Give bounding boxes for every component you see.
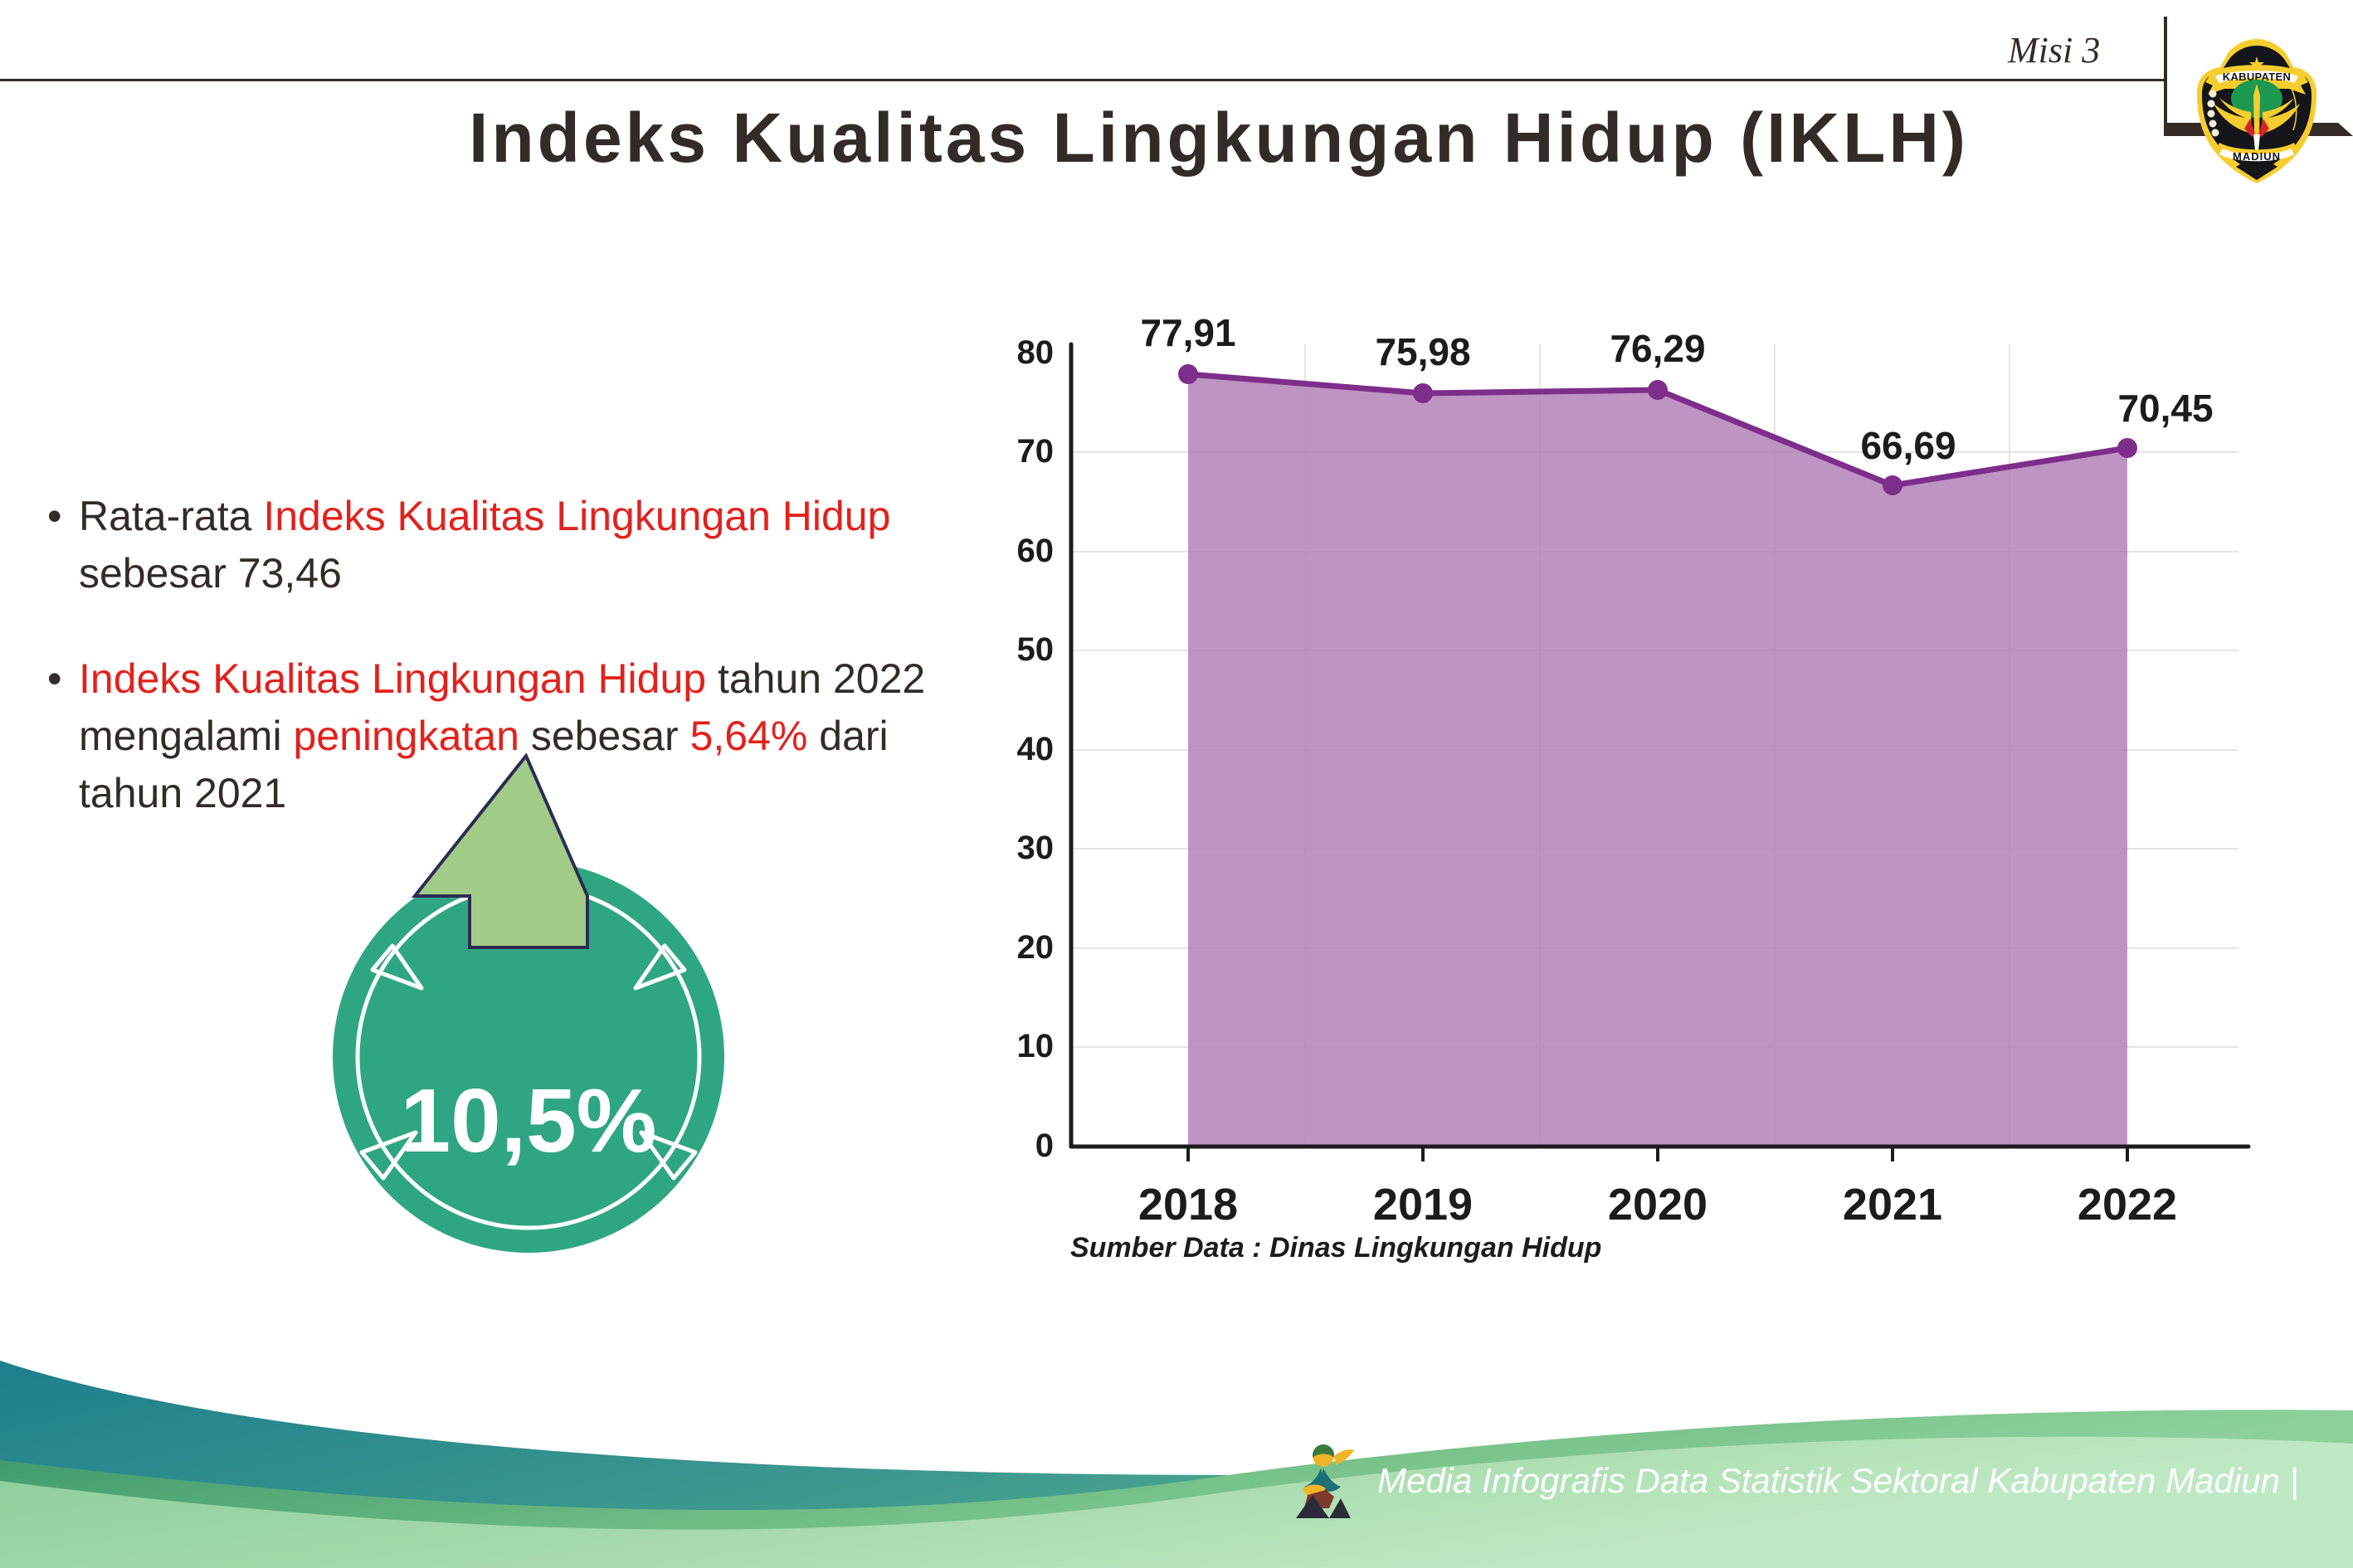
svg-text:75,98: 75,98 [1375,330,1470,373]
svg-text:50: 50 [1017,631,1055,668]
svg-text:70,45: 70,45 [2117,387,2213,430]
svg-text:10,5%: 10,5% [400,1070,656,1171]
svg-text:20: 20 [1017,929,1055,966]
svg-text:70: 70 [1017,433,1055,470]
svg-text:30: 30 [1017,830,1055,866]
svg-text:2020: 2020 [1608,1180,1708,1230]
svg-text:2022: 2022 [2078,1180,2177,1230]
svg-text:80: 80 [1017,334,1055,371]
svg-text:2018: 2018 [1138,1180,1238,1230]
svg-text:0: 0 [1035,1127,1054,1164]
svg-text:MADIUN: MADIUN [2233,150,2281,163]
svg-text:40: 40 [1017,731,1055,767]
svg-text:2021: 2021 [1843,1180,1942,1230]
svg-text:76,29: 76,29 [1610,327,1705,370]
svg-text:2019: 2019 [1373,1180,1473,1230]
svg-text:66,69: 66,69 [1860,424,1956,467]
svg-text:60: 60 [1017,533,1055,569]
svg-text:77,91: 77,91 [1140,311,1235,354]
svg-text:10: 10 [1017,1028,1055,1064]
